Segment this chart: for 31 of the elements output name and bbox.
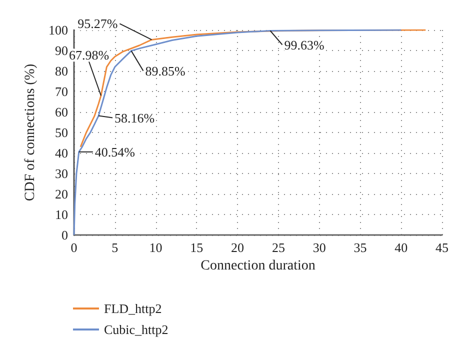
legend-label: Cubic_http2	[104, 322, 168, 337]
y-axis-title: CDF of connections (%)	[23, 64, 38, 202]
x-tick-label: 15	[190, 240, 204, 255]
legend-label: FLD_http2	[104, 301, 162, 316]
x-tick-label: 45	[436, 240, 448, 255]
x-tick-label: 35	[354, 240, 367, 255]
y-tick-label: 40	[55, 146, 68, 160]
x-tick-label: 5	[112, 240, 118, 255]
x-tick-label: 10	[149, 240, 162, 255]
x-tick-label: 25	[272, 240, 285, 255]
x-tick-label: 40	[394, 240, 408, 255]
annotation: 58.16%	[114, 110, 155, 126]
x-tick-label: 20	[231, 240, 244, 255]
y-tick-label: 10	[55, 207, 68, 222]
annotation: 40.54%	[94, 144, 136, 160]
y-tick-label: 20	[55, 186, 68, 202]
annotation: 95.27%	[78, 16, 118, 32]
y-tick-label: 90	[55, 43, 68, 58]
y-tick-label: 70	[55, 84, 68, 99]
annotation: 67.98%	[68, 48, 110, 63]
y-tick-label: 80	[55, 64, 68, 78]
y-tick-label: 50	[55, 125, 68, 140]
y-tick-label: 0	[62, 228, 68, 242]
annotation: 89.85%	[145, 63, 186, 78]
x-axis-title: Connection duration	[200, 258, 316, 274]
x-tick-label: 0	[70, 240, 78, 255]
x-tick-label: 30	[312, 240, 326, 255]
annotation: 99.63%	[284, 37, 325, 52]
y-tick-label: 30	[55, 166, 68, 181]
y-tick-label: 100	[48, 22, 68, 38]
y-tick-label: 60	[55, 104, 68, 120]
